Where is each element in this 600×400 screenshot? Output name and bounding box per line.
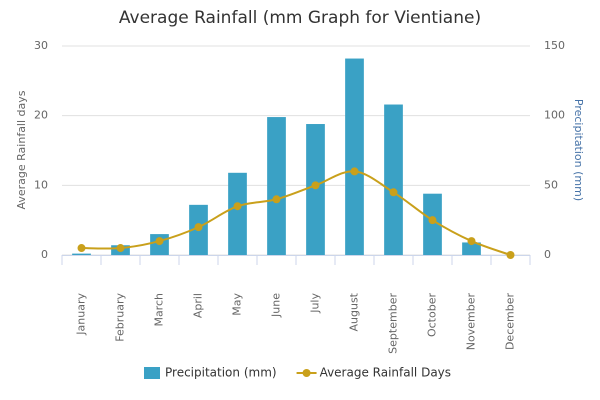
y-tick-label: 30 [34, 39, 48, 52]
marker [77, 244, 86, 253]
bar [72, 253, 91, 255]
chart-title: Average Rainfall (mm Graph for Vientiane… [119, 8, 481, 28]
x-tick-label: December [504, 293, 517, 351]
marker [311, 181, 320, 190]
marker [194, 223, 203, 232]
bar [228, 172, 247, 255]
y2-tick-label: 0 [544, 248, 551, 261]
y-tick-label: 20 [34, 109, 48, 122]
x-tick-label: September [387, 293, 400, 354]
y2-axis-title: Precipitation (mm) [572, 99, 585, 201]
legend-swatch [302, 369, 311, 377]
marker [506, 251, 515, 259]
x-tick-label: May [231, 293, 244, 316]
x-tick-label: February [114, 293, 127, 342]
y2-tick-label: 50 [544, 178, 558, 191]
legend-swatch [144, 367, 160, 379]
marker [428, 216, 437, 225]
marker [155, 237, 164, 246]
bar [423, 193, 442, 255]
marker [116, 244, 125, 253]
y-axis-title: Average Rainfall days [15, 90, 28, 209]
marker [467, 237, 476, 246]
legend-label: Precipitation (mm) [165, 366, 277, 380]
bar [345, 58, 364, 255]
x-tick-label: April [192, 293, 205, 318]
x-tick-label: July [309, 293, 322, 314]
x-tick-label: November [465, 293, 478, 351]
x-tick-label: June [270, 293, 283, 318]
y2-tick-label: 100 [544, 109, 565, 122]
marker [350, 167, 359, 176]
y2-tick-label: 150 [544, 39, 565, 52]
x-tick-label: January [75, 293, 88, 336]
marker [389, 188, 398, 197]
x-tick-label: August [348, 292, 361, 331]
legend-label: Average Rainfall Days [320, 366, 451, 380]
bar [267, 117, 286, 255]
marker [272, 195, 281, 204]
y-tick-label: 10 [34, 178, 48, 191]
line [81, 170, 511, 256]
y-tick-label: 0 [41, 248, 48, 261]
x-tick-label: March [153, 293, 166, 327]
x-tick-label: October [426, 293, 439, 337]
bar [306, 124, 325, 255]
marker [233, 202, 242, 211]
bar [384, 104, 403, 256]
bar [462, 242, 481, 255]
